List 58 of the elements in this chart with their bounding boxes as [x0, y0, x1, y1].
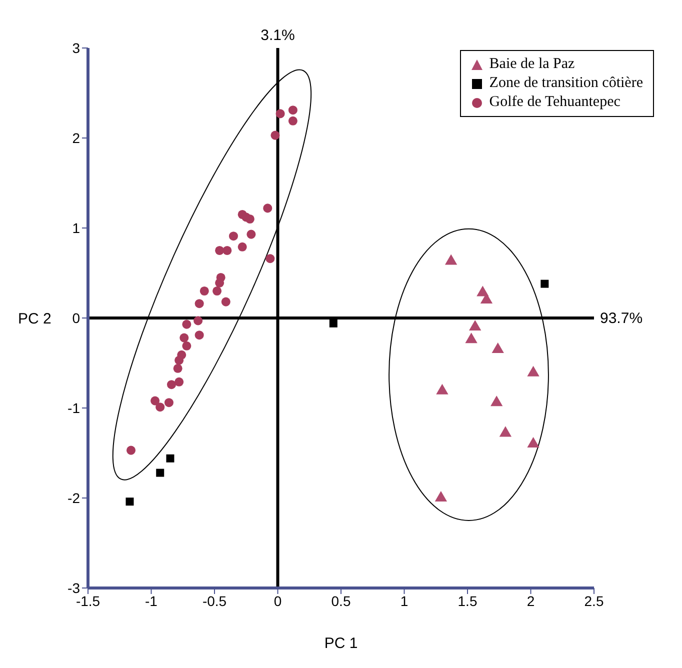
point	[194, 330, 204, 340]
point	[166, 380, 176, 390]
text: 93.7%	[600, 310, 643, 327]
point	[221, 297, 230, 306]
point	[245, 214, 254, 224]
point	[156, 468, 164, 477]
point	[156, 402, 165, 412]
point	[263, 204, 272, 213]
x-tick-label: 0	[274, 592, 282, 609]
point	[288, 116, 298, 126]
x-tick-label: -0.5	[202, 592, 227, 609]
point	[194, 316, 203, 326]
y-axis-title: PC 2	[18, 310, 52, 328]
point	[173, 364, 182, 373]
point	[276, 109, 285, 118]
point	[212, 286, 222, 296]
point	[329, 319, 338, 328]
point	[246, 230, 256, 239]
y-tick-label: 0	[72, 310, 80, 326]
point	[540, 280, 549, 288]
x-axis-title: PC 1	[324, 635, 358, 652]
point	[126, 498, 134, 506]
x-tick-label: 1	[400, 592, 408, 609]
y-tick-label: 3	[72, 40, 80, 56]
point	[174, 356, 184, 365]
y-tick-label: -1	[68, 400, 80, 416]
point	[288, 106, 298, 115]
point	[490, 396, 503, 406]
point	[182, 341, 192, 350]
point	[215, 246, 224, 256]
point	[200, 286, 209, 296]
point	[194, 299, 204, 308]
point	[182, 320, 192, 329]
point	[166, 454, 174, 462]
point	[150, 396, 160, 406]
point	[238, 242, 247, 252]
y-tick-label: -2	[68, 490, 80, 506]
point	[164, 398, 174, 408]
point	[465, 332, 478, 344]
x-tick-label: 1.5	[458, 592, 478, 609]
legend-label: Baie de la Paz	[489, 55, 575, 74]
point	[180, 333, 189, 342]
point	[126, 446, 136, 455]
text: 3.1%	[260, 27, 295, 44]
x-tick-label: 0.5	[331, 592, 351, 609]
legend-label: Golfe de Tehuantepec	[489, 93, 620, 112]
y-tick-label: 1	[72, 220, 80, 236]
x-tick-label: 2	[526, 592, 535, 609]
x-tick-label: -1	[145, 592, 158, 609]
point	[266, 254, 275, 264]
point	[228, 232, 238, 241]
point	[215, 278, 224, 288]
x-tick-label: 2.5	[584, 592, 604, 609]
point	[270, 130, 280, 140]
y-tick-label: 2	[72, 130, 80, 146]
point	[222, 246, 232, 256]
legend-label: Zone de transition côtière	[489, 74, 643, 93]
point	[174, 377, 184, 386]
